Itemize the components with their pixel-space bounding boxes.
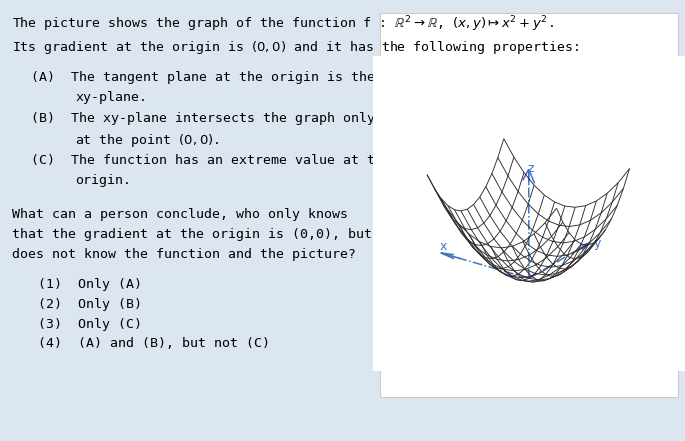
Text: The picture shows the graph of the function f : $\mathbb{R}^2 \to \mathbb{R}$, $: The picture shows the graph of the funct… — [12, 14, 554, 34]
Text: (A)  The tangent plane at the origin is the: (A) The tangent plane at the origin is t… — [31, 71, 375, 84]
Text: (1)  Only (A): (1) Only (A) — [38, 278, 142, 291]
Text: (B)  The xy-plane intersects the graph only: (B) The xy-plane intersects the graph on… — [31, 112, 375, 125]
Text: (C)  The function has an extreme value at the: (C) The function has an extreme value at… — [31, 154, 391, 167]
Text: What can a person conclude, who only knows: What can a person conclude, who only kno… — [12, 208, 349, 221]
Text: (3)  Only (C): (3) Only (C) — [38, 318, 142, 330]
Text: xy-plane.: xy-plane. — [75, 91, 147, 104]
Text: that the gradient at the origin is (0,0), but who: that the gradient at the origin is (0,0)… — [12, 228, 404, 241]
Text: Its gradient at the origin is $(0, 0)$ and it has the following properties:: Its gradient at the origin is $(0, 0)$ a… — [12, 39, 580, 56]
Text: (2)  Only (B): (2) Only (B) — [38, 298, 142, 310]
Text: origin.: origin. — [75, 174, 132, 187]
Text: at the point $(0, 0)$.: at the point $(0, 0)$. — [75, 132, 220, 149]
Text: does not know the function and the picture?: does not know the function and the pictu… — [12, 248, 356, 261]
Text: (4)  (A) and (B), but not (C): (4) (A) and (B), but not (C) — [38, 337, 270, 350]
